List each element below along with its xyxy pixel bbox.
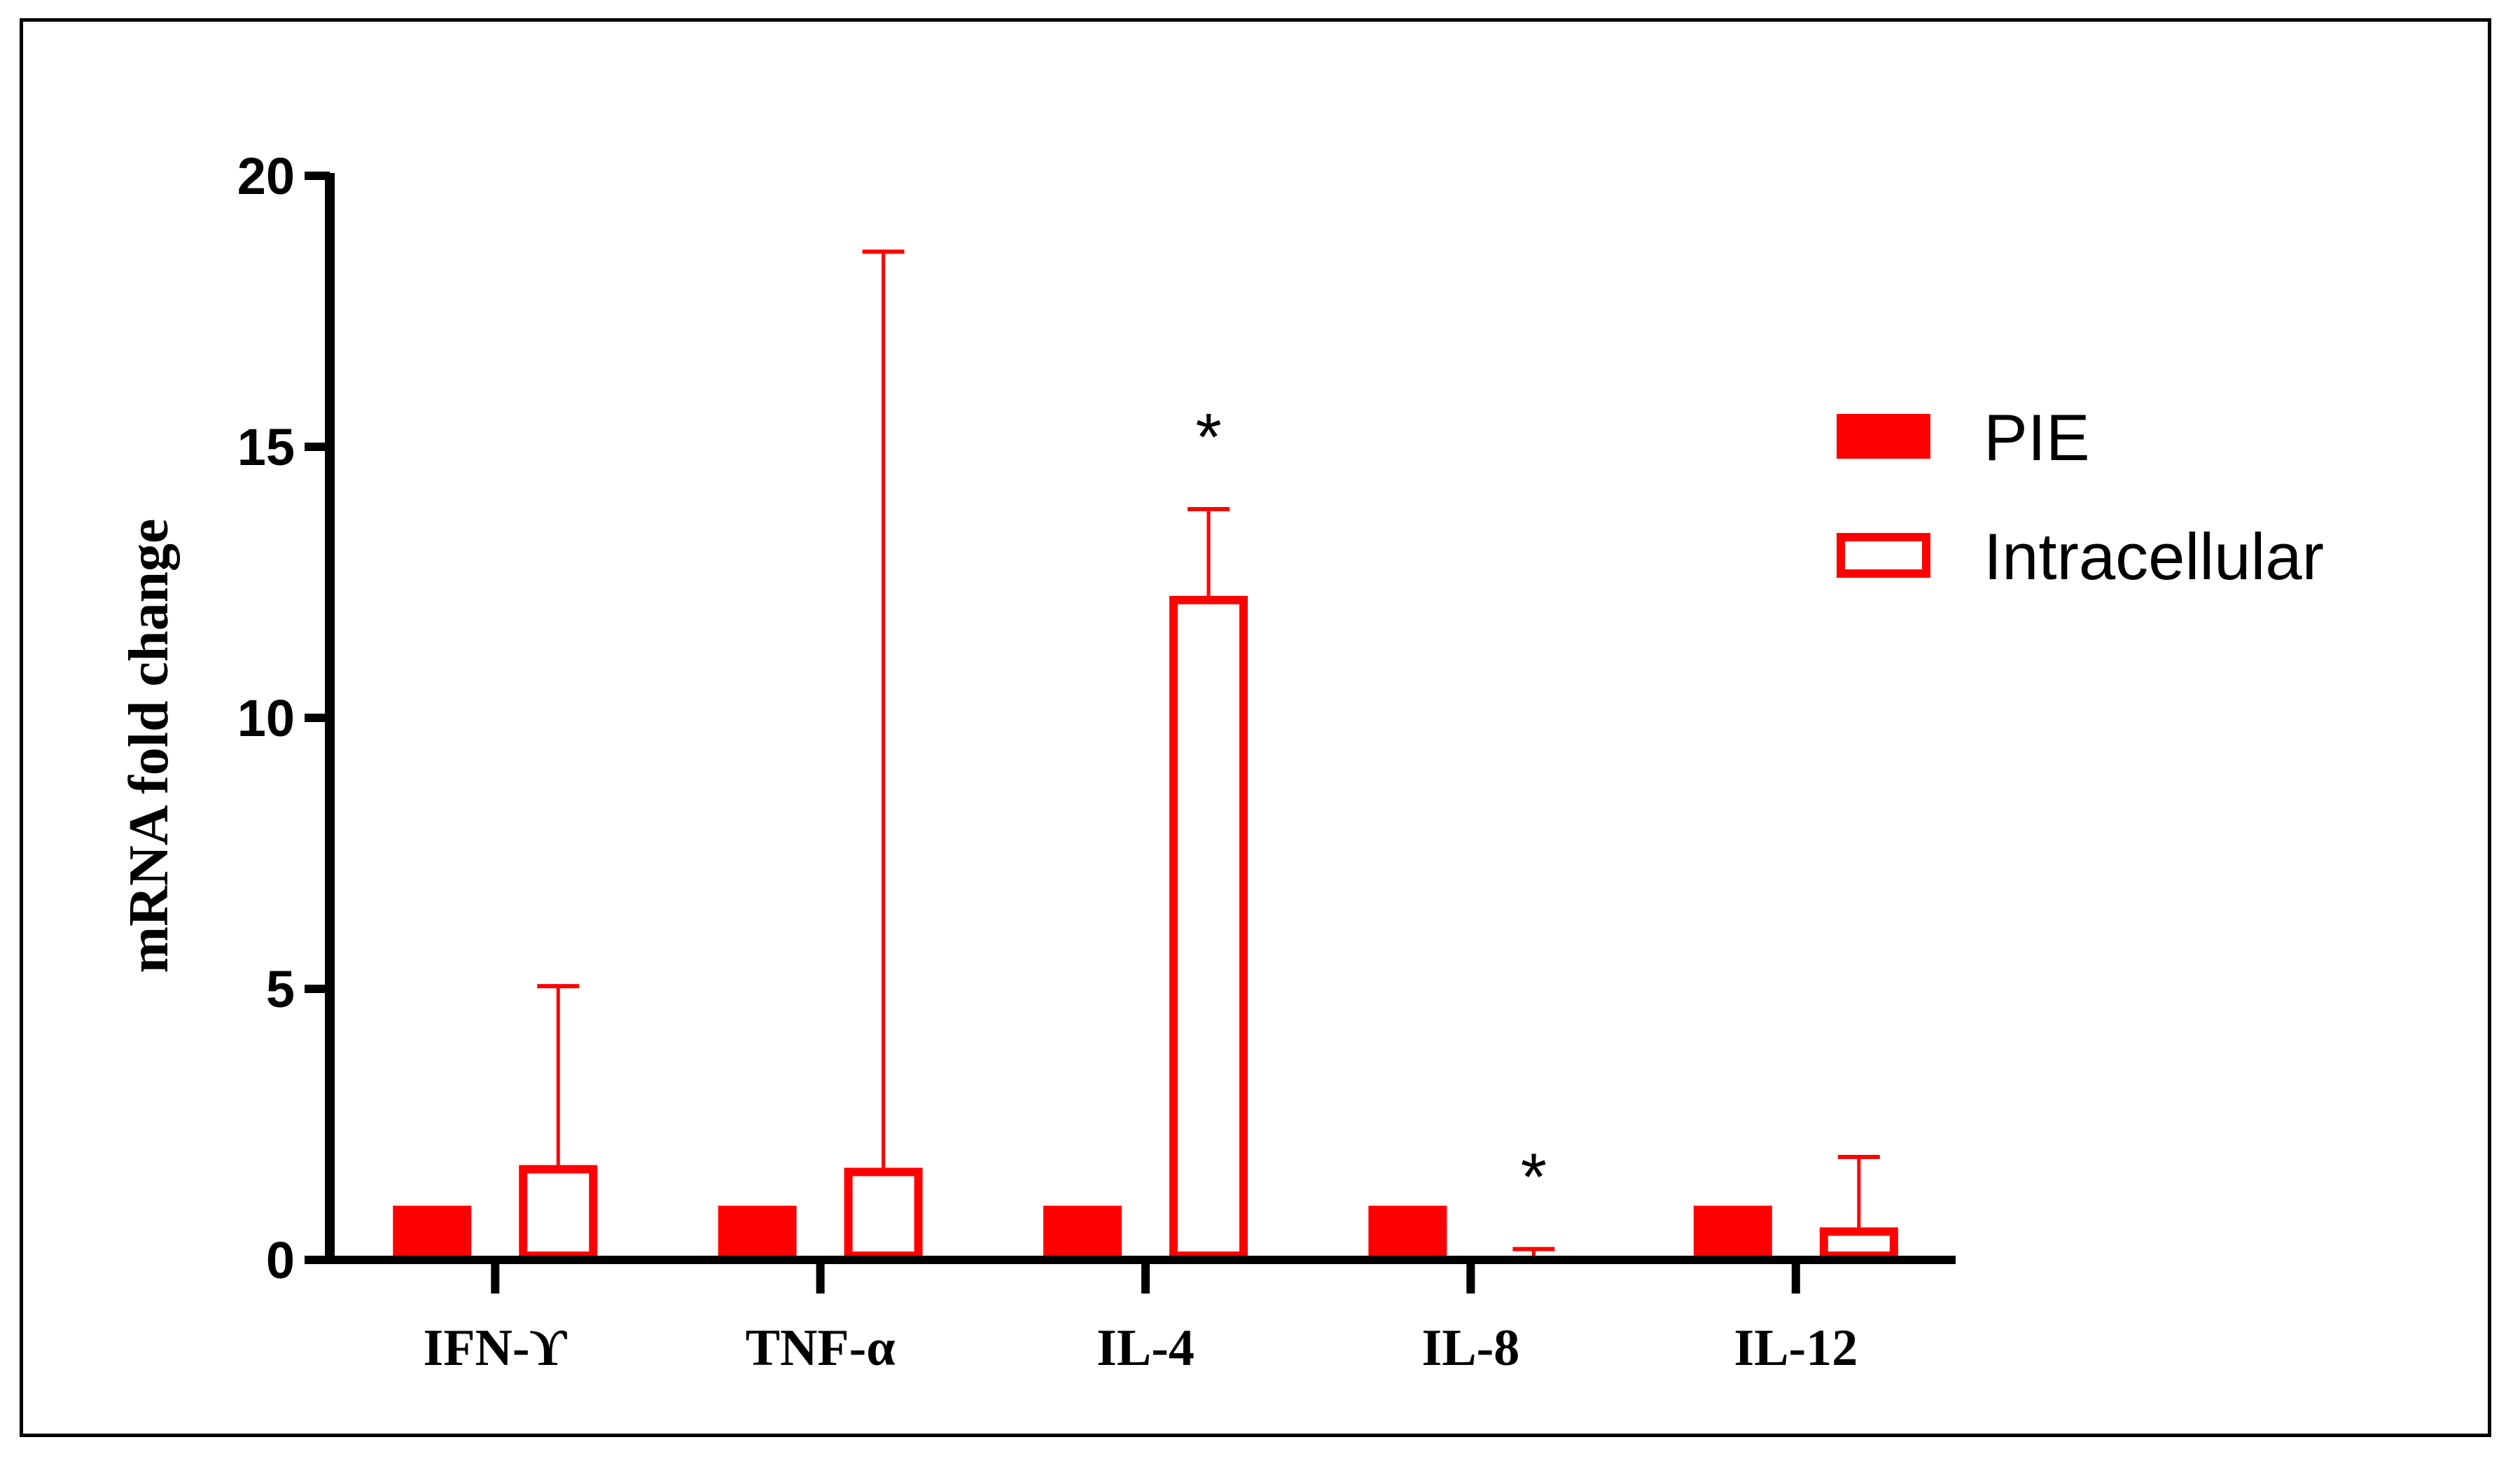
- legend: PIE Intracellular: [1837, 401, 2324, 593]
- y-tick-label: 10: [237, 689, 295, 747]
- x-tick-label: TNF-α: [746, 1319, 896, 1377]
- y-tick-label: 20: [237, 147, 295, 205]
- legend-swatch-pie: [1837, 414, 1930, 459]
- figure-frame: 0 5 10 15 20 * * IFN-ϒ TNF-α IL-4 IL-8 IL-12 mRNA…: [20, 18, 2491, 1437]
- y-tick-label: 15: [237, 418, 295, 476]
- x-tick-label: IFN-ϒ: [423, 1319, 567, 1377]
- bar-pie: [1043, 1205, 1122, 1260]
- y-axis-ticks: 0 5 10 15 20: [237, 147, 330, 1289]
- bar-intracellular: [1819, 1227, 1898, 1261]
- bar-intracellular: [1169, 595, 1248, 1260]
- bar-pie: [718, 1205, 797, 1260]
- bar-intracellular: [519, 1165, 598, 1261]
- x-tick-label: IL-12: [1734, 1319, 1858, 1377]
- significance-marker: *: [1195, 400, 1221, 475]
- x-tick-label: IL-4: [1097, 1319, 1195, 1377]
- significance-marker: *: [1521, 1140, 1547, 1215]
- annotations: **: [1195, 400, 1547, 1215]
- y-tick-label: 0: [266, 1231, 295, 1289]
- x-axis-ticks: IFN-ϒ TNF-α IL-4 IL-8 IL-12: [423, 1260, 1858, 1377]
- error-bars: [537, 249, 1880, 1258]
- bars: [393, 595, 1898, 1261]
- legend-label-pie: PIE: [1984, 401, 2090, 474]
- bar-pie: [393, 1205, 472, 1260]
- y-axis-label: mRNA fold change: [118, 519, 180, 973]
- bar-pie: [1693, 1205, 1772, 1260]
- bar-pie: [1368, 1205, 1447, 1260]
- legend-swatch-intracellular: [1837, 533, 1930, 578]
- y-tick-label: 5: [266, 960, 295, 1018]
- x-tick-label: IL-8: [1421, 1319, 1519, 1377]
- bar-intracellular: [844, 1167, 923, 1261]
- legend-label-intracellular: Intracellular: [1984, 520, 2324, 593]
- axes: [325, 173, 1956, 1264]
